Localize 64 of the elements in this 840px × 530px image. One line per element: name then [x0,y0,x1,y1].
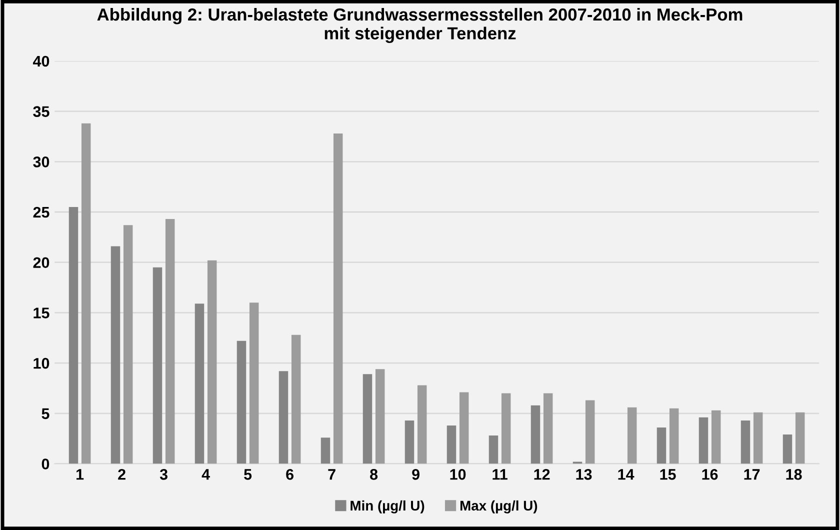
bar [795,412,805,464]
bar [753,412,763,464]
bar [417,385,427,464]
bar [740,420,750,464]
bar [333,133,343,464]
y-tick-label: 35 [33,106,50,118]
bar [278,371,288,464]
x-tick-label: 6 [286,469,294,480]
x-tick-label: 2 [118,469,126,480]
x-tick-label: 14 [618,469,634,480]
bar [459,392,469,464]
bar [375,369,385,464]
bar [585,400,595,464]
y-tick-label: 5 [42,408,50,420]
x-tick-label: 12 [534,469,550,480]
bar [110,246,120,464]
bar [656,428,666,464]
bar [249,302,259,464]
bar [488,436,498,464]
bar [194,304,204,464]
bar [68,206,78,464]
bar [320,438,330,464]
x-tick-label: 5 [244,469,252,480]
bar [404,420,414,464]
legend-label: Max (µg/l U) [460,500,538,514]
x-tick-label: 15 [660,469,676,480]
x-tick-label: 3 [160,469,168,480]
x-tick-label: 17 [744,469,760,480]
bar [627,407,637,464]
x-tick-label: 8 [370,469,378,480]
bar [530,405,540,464]
chart-title: Abbildung 2: Uran-belastete Grundwassermessstellen 2007-2010 in Meck-Pom mit steigender Tendenz [97,8,742,43]
x-tick-label: 7 [328,469,336,480]
x-tick-label: 10 [450,469,466,480]
bar [446,425,456,464]
y-tick-label: 20 [33,257,50,268]
legend-label: Min (µg/l U) [350,500,424,514]
y-tick-label: 10 [34,358,50,369]
bar [207,260,217,464]
bar [782,434,792,464]
x-tick-label: 1 [76,469,84,480]
y-tick-label: 40 [32,56,50,67]
bar [81,123,91,464]
y-tick-label: 30 [33,156,50,168]
x-tick-label: 9 [412,469,420,480]
y-tick-label: 0 [42,458,50,470]
bar [236,340,246,464]
x-tick-label: 4 [202,469,210,480]
x-tick-label: 18 [786,469,802,480]
bar [291,334,301,464]
bar [165,219,175,464]
bar [123,225,133,464]
y-tick-label: 25 [33,206,50,218]
bar [711,410,721,464]
bar [543,393,553,464]
bar [698,417,708,464]
x-tick-label: 16 [702,469,718,480]
bar [362,374,372,464]
y-tick-label: 15 [34,308,50,318]
bar [669,408,679,464]
x-tick-label: 13 [576,469,592,480]
bar [501,393,511,464]
bar [152,267,162,464]
x-tick-label: 11 [492,469,508,480]
